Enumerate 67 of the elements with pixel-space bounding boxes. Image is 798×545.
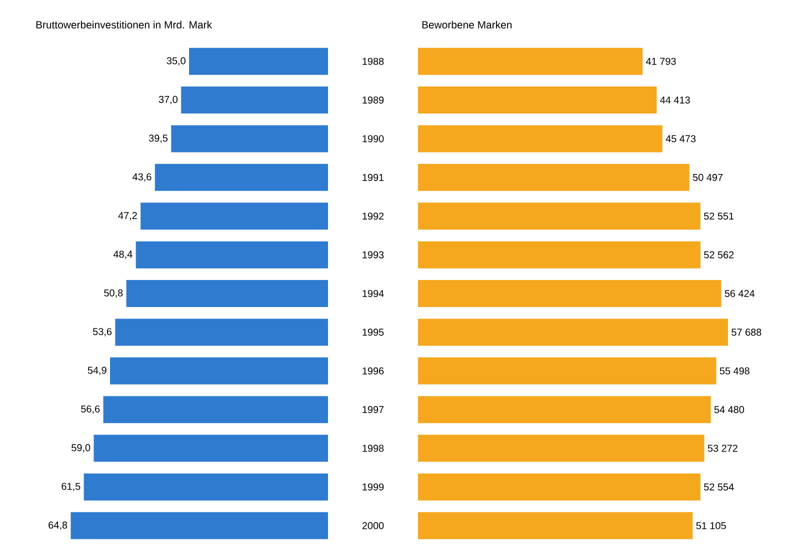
data-label: 56,6 bbox=[81, 405, 100, 414]
bar bbox=[418, 202, 700, 230]
bar bbox=[189, 48, 328, 75]
data-label: 59,0 bbox=[72, 444, 90, 452]
data-label: 35,0 bbox=[166, 57, 186, 66]
data-label: 47,2 bbox=[118, 212, 137, 220]
data-label: 44 413 bbox=[660, 96, 690, 104]
y-tick-label: 1990 bbox=[362, 135, 384, 142]
data-label: 50 497 bbox=[692, 174, 723, 181]
bar bbox=[171, 125, 328, 152]
bar bbox=[154, 164, 328, 191]
bar bbox=[418, 473, 700, 500]
y-tick-label: 1995 bbox=[362, 328, 384, 336]
bar bbox=[418, 512, 693, 540]
data-label: 39,5 bbox=[148, 134, 168, 143]
y-tick-label: 1988 bbox=[362, 58, 384, 65]
y-tick-label: 2000 bbox=[362, 522, 384, 530]
bar bbox=[418, 396, 711, 424]
data-label: 51 105 bbox=[696, 522, 726, 530]
chart-title: Beworbene Marken bbox=[422, 20, 512, 29]
bar bbox=[418, 48, 643, 75]
bar bbox=[418, 357, 716, 384]
bar bbox=[115, 318, 328, 346]
data-label: 57 688 bbox=[732, 328, 762, 336]
data-label: 50,8 bbox=[104, 289, 123, 298]
data-label: 52 551 bbox=[704, 212, 734, 220]
data-label: 54 480 bbox=[714, 406, 744, 414]
bar bbox=[418, 86, 657, 114]
bar bbox=[136, 241, 328, 268]
y-tick-label: 1989 bbox=[362, 96, 384, 104]
data-label: 53 272 bbox=[708, 444, 738, 452]
data-label: 52 562 bbox=[704, 251, 734, 258]
bar bbox=[418, 164, 690, 191]
bar bbox=[110, 357, 328, 384]
data-label: 53,6 bbox=[93, 328, 112, 336]
y-tick-label: 1992 bbox=[362, 212, 384, 220]
chart-title: Bruttowerbeinvestitionen in Mrd. Mark bbox=[36, 20, 212, 29]
bar bbox=[418, 241, 700, 268]
data-label: 43,6 bbox=[132, 173, 152, 182]
bar bbox=[418, 318, 728, 346]
data-label: 56 424 bbox=[724, 290, 755, 298]
data-label: 54,9 bbox=[88, 366, 106, 376]
bar bbox=[94, 434, 328, 462]
data-label: 45 473 bbox=[666, 135, 696, 142]
data-label: 37,0 bbox=[158, 96, 178, 104]
data-label: 48,4 bbox=[113, 250, 132, 259]
bar bbox=[418, 434, 704, 462]
data-label: 64,8 bbox=[48, 522, 68, 530]
y-tick-label: 1993 bbox=[362, 251, 384, 258]
bar bbox=[140, 202, 328, 230]
bar bbox=[181, 86, 328, 114]
bar bbox=[84, 473, 328, 500]
y-tick-label: 1996 bbox=[362, 367, 384, 374]
bar bbox=[70, 512, 328, 540]
data-label: 55 498 bbox=[720, 367, 750, 374]
y-tick-label: 1991 bbox=[362, 174, 384, 181]
y-tick-label: 1998 bbox=[362, 444, 384, 452]
data-label: 41 793 bbox=[646, 58, 676, 65]
y-tick-label: 1997 bbox=[362, 406, 384, 414]
data-label: 52 554 bbox=[704, 483, 734, 490]
data-label: 61,5 bbox=[62, 482, 80, 492]
y-tick-label: 1999 bbox=[362, 483, 384, 490]
bar bbox=[418, 280, 722, 308]
bar bbox=[418, 125, 662, 152]
bar bbox=[126, 280, 328, 308]
bar bbox=[103, 396, 328, 424]
y-tick-label: 1994 bbox=[362, 290, 384, 298]
